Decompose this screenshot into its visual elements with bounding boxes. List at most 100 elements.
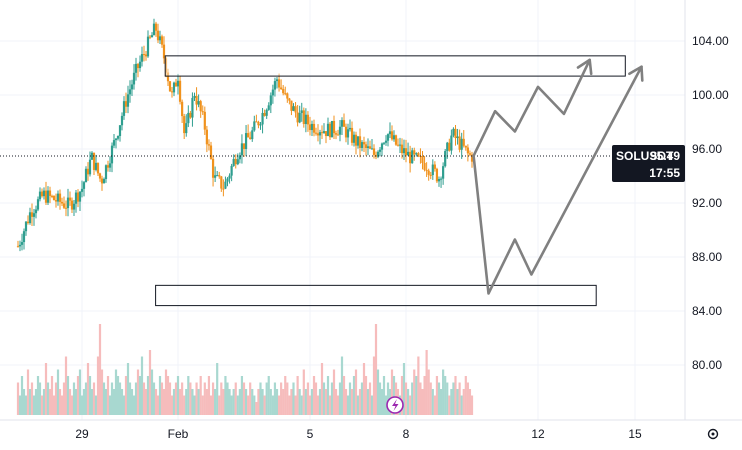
zone-rect: [164, 55, 626, 77]
candle-body: [460, 138, 463, 150]
volume-bar: [404, 382, 408, 415]
volume-bar: [342, 376, 346, 415]
candle-body: [106, 165, 110, 168]
volume-bar: [413, 369, 416, 415]
volume-bar: [330, 382, 334, 415]
candle-body: [344, 126, 348, 138]
volume-bar: [460, 395, 463, 415]
candle-body: [411, 150, 414, 164]
candle-body: [82, 182, 86, 189]
candle-body: [242, 143, 246, 149]
volume-bar: [314, 382, 318, 415]
price-tick-label: 84.00: [692, 304, 722, 318]
volume-bar: [296, 376, 299, 415]
volume-bar: [164, 369, 168, 415]
time-tick-label: 8: [403, 427, 410, 441]
candle-body: [326, 123, 330, 137]
candle-body: [306, 114, 310, 125]
volume-bar: [294, 395, 297, 415]
candle-body: [372, 148, 376, 155]
volume-bar: [257, 389, 260, 415]
candle-body: [104, 165, 108, 180]
candle-body: [454, 128, 457, 139]
candle-body: [288, 98, 291, 101]
candle-body: [80, 188, 84, 192]
volume-bar: [207, 376, 211, 415]
price-axis[interactable]: 104.00 100.00 96.00 92.00 88.00 84.00 80.00: [692, 34, 729, 372]
candle-body: [468, 153, 472, 155]
candle-body: [191, 97, 194, 118]
candle-body: [354, 134, 358, 146]
volume-bar: [358, 389, 362, 415]
candle-body: [100, 178, 104, 184]
candle-body: [400, 144, 404, 154]
countdown-label: 17:55: [649, 166, 680, 180]
candle-body: [294, 106, 297, 113]
candle-body: [122, 101, 126, 116]
candle-body: [406, 151, 410, 156]
volume-bar: [205, 389, 208, 415]
volume-bar: [38, 382, 42, 415]
volume-bar: [142, 382, 146, 415]
volume-bar: [312, 376, 316, 415]
candle-body: [74, 192, 78, 204]
volume-bar: [174, 382, 178, 415]
candle-body: [238, 155, 241, 160]
candle-body: [265, 109, 268, 116]
volume-bar: [300, 395, 303, 415]
volume-bar: [62, 382, 66, 415]
candle-body: [431, 164, 434, 176]
candle-body: [98, 173, 102, 179]
volume-bar: [306, 382, 310, 415]
volume-bar: [354, 369, 358, 415]
volume-bar: [26, 369, 30, 415]
volume-bar: [136, 369, 140, 415]
projection: [472, 58, 644, 295]
last-price-label: 95.49: [650, 149, 680, 163]
candle-body: [292, 106, 295, 111]
candle-body: [415, 153, 418, 155]
candle-body: [62, 203, 66, 208]
volume-bar: [94, 395, 98, 415]
volume-bar: [134, 382, 138, 415]
volume-bar: [284, 376, 287, 415]
candle-body: [296, 112, 299, 123]
volume-bars: [16, 324, 474, 415]
candle-body: [234, 158, 237, 165]
volume-bar: [259, 382, 262, 415]
volume-bar: [275, 389, 279, 415]
volume-bar: [470, 395, 474, 415]
volume-bar: [318, 389, 322, 415]
settings-icon[interactable]: [707, 428, 719, 440]
candle-body: [126, 94, 130, 107]
volume-bar: [124, 376, 128, 415]
candle-body: [370, 148, 374, 150]
candle-body: [257, 121, 260, 126]
candle-body: [362, 142, 366, 145]
price-tick-label: 104.00: [692, 34, 729, 48]
lightning-icon[interactable]: [386, 396, 404, 414]
volume-bar: [382, 376, 386, 415]
volume-bar: [40, 395, 44, 415]
candle-body: [304, 114, 307, 125]
volume-bar: [269, 389, 272, 415]
candle-body: [197, 101, 200, 105]
volume-bar: [22, 389, 26, 415]
candle-body: [458, 136, 461, 150]
volume-bar: [446, 382, 449, 415]
projection-path-dip: [472, 65, 643, 295]
volume-bar: [92, 382, 96, 415]
volume-bar: [56, 369, 60, 415]
candle-body: [300, 110, 303, 114]
candle-body: [66, 197, 70, 209]
last-price-tag: SOLUSDT 95.49 17:55: [612, 145, 685, 182]
candle-body: [452, 128, 455, 136]
volume-bar: [286, 382, 289, 415]
candle-body: [30, 212, 34, 217]
candle-body: [324, 131, 328, 137]
candle-body: [214, 175, 217, 178]
candle-body: [429, 174, 432, 176]
time-axis[interactable]: 29 Feb 5 8 12 15: [75, 427, 642, 441]
volume-bar: [203, 382, 206, 415]
